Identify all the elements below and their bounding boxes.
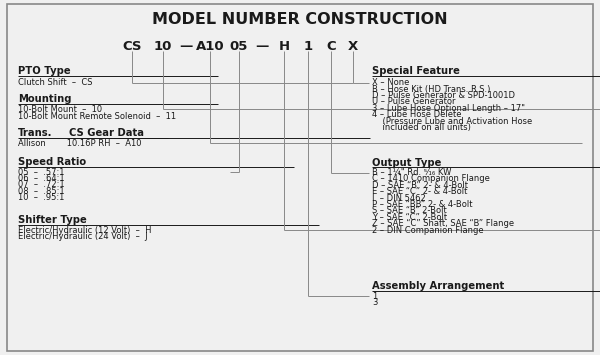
Text: Z – SAE “C” Shaft, SAE “B” Flange: Z – SAE “C” Shaft, SAE “B” Flange <box>372 219 514 228</box>
Text: Mounting: Mounting <box>18 94 71 104</box>
Text: Y – SAE “C” 2-Bolt: Y – SAE “C” 2-Bolt <box>372 213 447 222</box>
Text: E – SAE “C” 2- & 4-Bolt: E – SAE “C” 2- & 4-Bolt <box>372 187 467 196</box>
Text: 10-Bolt Mount Remote Solenoid  –  11: 10-Bolt Mount Remote Solenoid – 11 <box>18 111 176 121</box>
Text: 05  –  .57:1: 05 – .57:1 <box>18 168 65 177</box>
Text: 2 – DIN Companion Flange: 2 – DIN Companion Flange <box>372 225 484 235</box>
Text: P – SAE “BB” 2- & 4-Bolt: P – SAE “BB” 2- & 4-Bolt <box>372 200 473 209</box>
Text: included on all units): included on all units) <box>372 123 471 132</box>
Text: H: H <box>279 40 290 53</box>
Text: Clutch Shift  –  CS: Clutch Shift – CS <box>18 78 92 87</box>
Text: 3 – Lube Hose Optional Length – 17": 3 – Lube Hose Optional Length – 17" <box>372 104 525 113</box>
Text: X – None: X – None <box>372 78 409 87</box>
Text: —: — <box>256 40 269 53</box>
Text: 06  –  .64:1: 06 – .64:1 <box>18 174 65 183</box>
Text: 10: 10 <box>154 40 172 53</box>
Text: I  – DIN 5462: I – DIN 5462 <box>372 193 426 203</box>
Text: U – Pulse Generator: U – Pulse Generator <box>372 97 455 106</box>
Text: (Pressure Lube and Activation Hose: (Pressure Lube and Activation Hose <box>372 116 532 126</box>
Text: Special Feature: Special Feature <box>372 66 460 76</box>
Text: 3: 3 <box>372 298 377 307</box>
Text: A10: A10 <box>196 40 224 53</box>
Text: 1: 1 <box>372 292 377 301</box>
Text: PTO Type: PTO Type <box>18 66 71 76</box>
Text: D – Pulse Generator & SPD-1001D: D – Pulse Generator & SPD-1001D <box>372 91 515 100</box>
Text: Trans.: Trans. <box>18 128 53 138</box>
Text: 05: 05 <box>230 40 248 53</box>
Text: CS: CS <box>122 40 142 53</box>
Text: CS Gear Data: CS Gear Data <box>69 128 144 138</box>
Text: C – 1410 Companion Flange: C – 1410 Companion Flange <box>372 174 490 184</box>
Text: D – SAE “B” 2- & 4-Bolt: D – SAE “B” 2- & 4-Bolt <box>372 181 468 190</box>
Text: Electric/Hydraulic (12 Volt)  –  H: Electric/Hydraulic (12 Volt) – H <box>18 225 151 235</box>
FancyBboxPatch shape <box>7 4 593 351</box>
Text: Output Type: Output Type <box>372 158 442 168</box>
Text: 4 – Lube Hose Delete: 4 – Lube Hose Delete <box>372 110 461 119</box>
Text: Speed Ratio: Speed Ratio <box>18 157 86 167</box>
Text: 10-Bolt Mount  –  10: 10-Bolt Mount – 10 <box>18 105 102 114</box>
Text: —: — <box>179 40 193 53</box>
Text: X: X <box>347 40 358 53</box>
Text: B – 1¼" Rd. ⁵⁄₁₆ KW: B – 1¼" Rd. ⁵⁄₁₆ KW <box>372 168 451 177</box>
Text: B – Hose Kit (HD Trans. R.S.): B – Hose Kit (HD Trans. R.S.) <box>372 84 490 94</box>
Text: Allison        10.16P RH  –  A10: Allison 10.16P RH – A10 <box>18 138 142 148</box>
Text: 10  –  .95:1: 10 – .95:1 <box>18 193 64 202</box>
Text: MODEL NUMBER CONSTRUCTION: MODEL NUMBER CONSTRUCTION <box>152 12 448 27</box>
Text: C: C <box>326 40 336 53</box>
Text: S – SAE “B” 2-Bolt: S – SAE “B” 2-Bolt <box>372 206 447 215</box>
Text: Shifter Type: Shifter Type <box>18 215 87 225</box>
Text: 08  –  .85:1: 08 – .85:1 <box>18 187 65 196</box>
Text: Assembly Arrangement: Assembly Arrangement <box>372 282 504 291</box>
Text: 1: 1 <box>304 40 313 53</box>
Text: Electric/Hydraulic (24 Volt)  –  J: Electric/Hydraulic (24 Volt) – J <box>18 232 148 241</box>
Text: 07  –  .72:1: 07 – .72:1 <box>18 180 65 190</box>
